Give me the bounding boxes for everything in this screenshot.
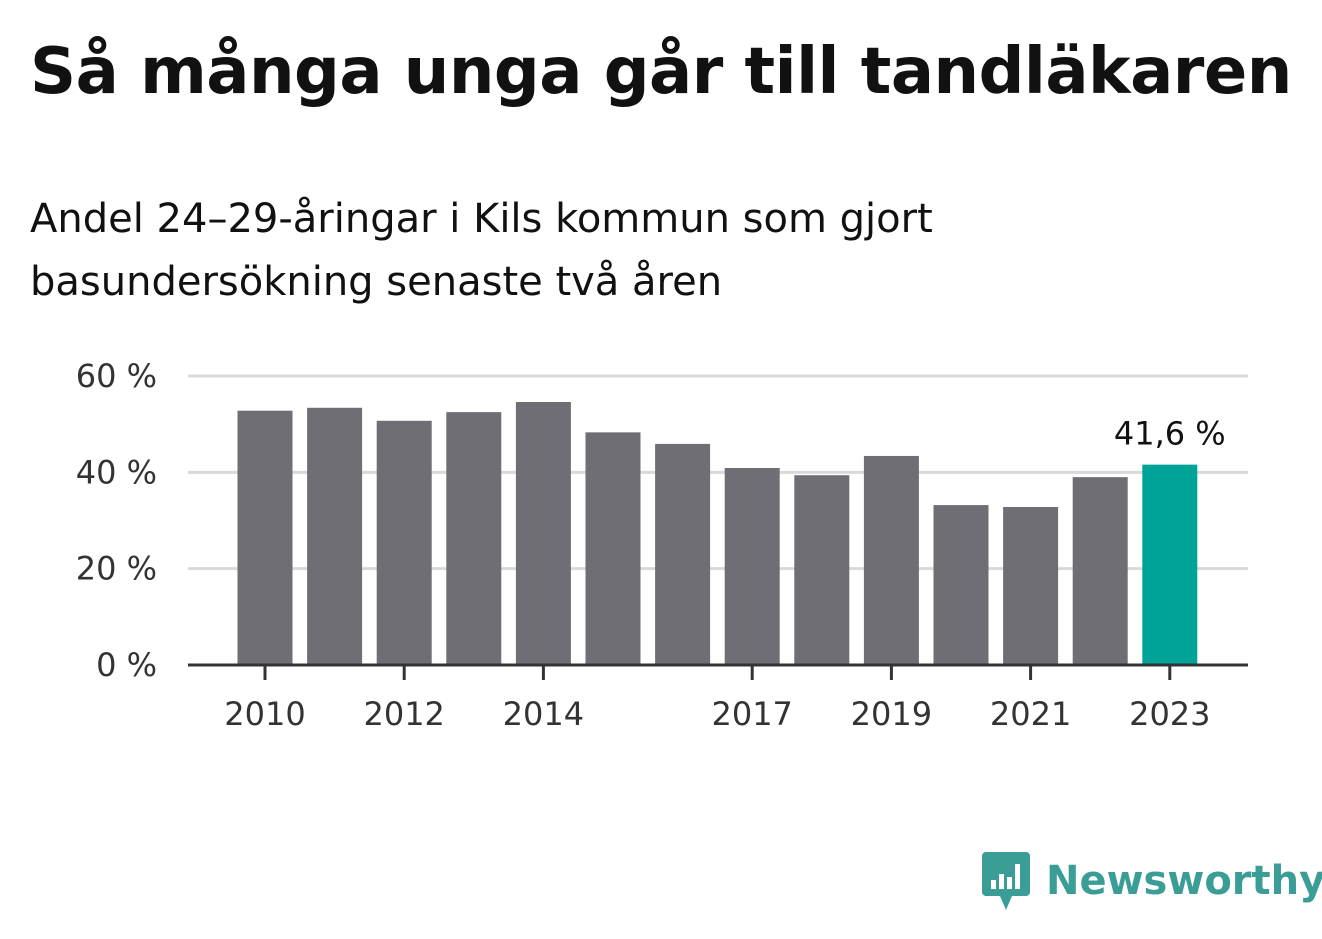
bar-2016 bbox=[655, 443, 711, 665]
bar-2023 bbox=[1142, 464, 1198, 665]
bar-2022 bbox=[1072, 477, 1128, 665]
x-tick-label: 2010 bbox=[224, 695, 305, 733]
x-tick-label: 2019 bbox=[851, 695, 932, 733]
newsworthy-logo-icon bbox=[982, 852, 1030, 910]
brand-logo: Newsworthy bbox=[982, 850, 1322, 912]
bar-chart: 0 % 20 % 40 % 60 % 2010 2012 2014 2017 2019 2021… bbox=[76, 357, 1248, 733]
bar-2010 bbox=[237, 410, 293, 665]
bar-2020 bbox=[933, 505, 989, 665]
bar-2021 bbox=[1003, 507, 1059, 665]
y-tick-label: 40 % bbox=[76, 453, 157, 491]
y-tick-label: 0 % bbox=[96, 646, 157, 684]
y-tick-label: 20 % bbox=[76, 550, 157, 588]
bar-2019 bbox=[863, 455, 919, 665]
data-labels: 41,6 % bbox=[1114, 415, 1226, 453]
chart-title: Så många unga går till tandläkaren bbox=[30, 35, 1292, 109]
x-axis bbox=[188, 663, 1248, 680]
bar-2015 bbox=[585, 432, 641, 665]
bar-2013 bbox=[446, 412, 502, 665]
bar-2011 bbox=[307, 407, 363, 665]
x-tick-label: 2012 bbox=[363, 695, 444, 733]
gridlines bbox=[188, 374, 1248, 571]
bars bbox=[237, 402, 1198, 665]
chart-subtitle: Andel 24–29-åringar i Kils kommun som gj… bbox=[30, 196, 933, 305]
x-tick-label: 2017 bbox=[711, 695, 792, 733]
x-axis-tick-labels: 2010 2012 2014 2017 2019 2021 2023 bbox=[224, 695, 1210, 733]
y-axis-tick-labels: 0 % 20 % 40 % 60 % bbox=[76, 357, 157, 684]
x-tick-label: 2023 bbox=[1129, 695, 1210, 733]
y-tick-label: 60 % bbox=[76, 357, 157, 395]
brand-name: Newsworthy bbox=[1046, 858, 1322, 904]
data-label-2023: 41,6 % bbox=[1114, 415, 1226, 453]
bar-2017 bbox=[724, 467, 780, 665]
x-tick-label: 2014 bbox=[503, 695, 584, 733]
bar-2012 bbox=[376, 420, 432, 665]
bar-2014 bbox=[515, 402, 571, 665]
bar-2018 bbox=[794, 475, 850, 665]
x-tick-label: 2021 bbox=[990, 695, 1071, 733]
